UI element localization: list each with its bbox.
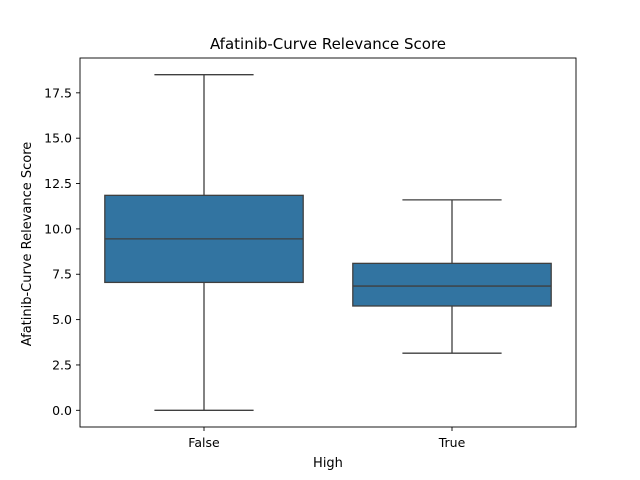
y-tick-label: 12.5: [44, 176, 72, 191]
y-tick-label: 7.5: [52, 267, 72, 282]
x-tick-label: False: [188, 435, 220, 450]
y-tick-label: 2.5: [52, 357, 72, 372]
y-axis-label: Afatinib-Curve Relevance Score: [20, 142, 35, 347]
y-tick-label: 0.0: [52, 403, 72, 418]
y-tick-label: 15.0: [44, 131, 72, 146]
y-tick-label: 17.5: [44, 85, 72, 100]
y-tick-label: 5.0: [52, 312, 72, 327]
x-tick-label: True: [438, 435, 466, 450]
x-axis-label: High: [313, 456, 343, 471]
box-true: [352, 262, 552, 307]
chart-title: Afatinib-Curve Relevance Score: [210, 35, 446, 53]
plot-area-frame: [79, 57, 577, 428]
y-tick-label: 10.0: [44, 221, 72, 236]
